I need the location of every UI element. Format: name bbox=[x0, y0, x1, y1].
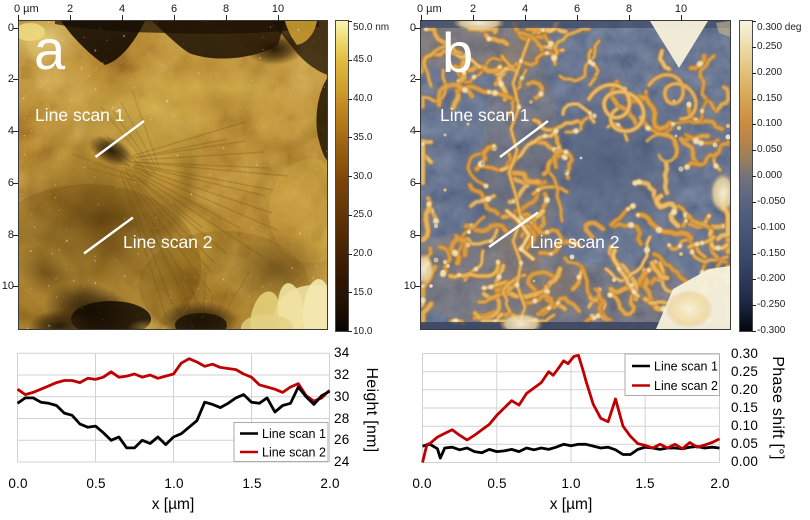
svg-text:Line scan 2: Line scan 2 bbox=[262, 446, 326, 460]
svg-text:Line scan 2: Line scan 2 bbox=[654, 379, 718, 393]
svg-text:a: a bbox=[34, 21, 66, 81]
svg-text:Line scan 1: Line scan 1 bbox=[654, 360, 718, 374]
svg-text:Line scan 2: Line scan 2 bbox=[530, 232, 620, 252]
svg-text:Line scan 2: Line scan 2 bbox=[123, 232, 213, 252]
svg-text:Line scan 1: Line scan 1 bbox=[440, 105, 530, 125]
svg-text:Line scan 1: Line scan 1 bbox=[35, 105, 125, 125]
svg-text:b: b bbox=[442, 21, 473, 84]
svg-text:Line scan 1: Line scan 1 bbox=[262, 427, 326, 441]
